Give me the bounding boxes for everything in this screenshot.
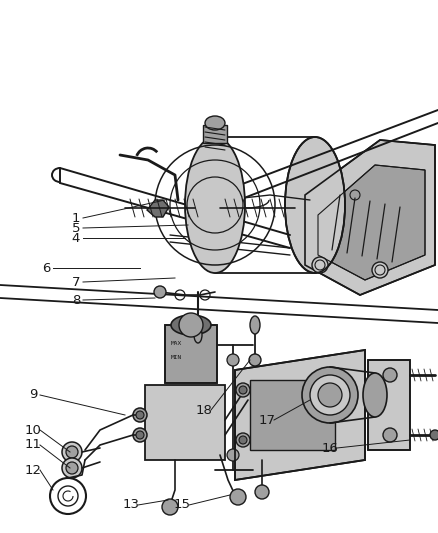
Bar: [165, 325, 217, 383]
Circle shape: [310, 375, 350, 415]
Circle shape: [227, 449, 239, 461]
Text: 4: 4: [72, 231, 80, 245]
Circle shape: [255, 485, 269, 499]
Circle shape: [430, 430, 438, 440]
Polygon shape: [235, 350, 365, 480]
Text: 1: 1: [72, 212, 80, 224]
Circle shape: [66, 462, 78, 474]
Ellipse shape: [205, 116, 225, 130]
Circle shape: [236, 433, 250, 447]
Circle shape: [62, 458, 82, 478]
Polygon shape: [318, 165, 425, 280]
Text: 8: 8: [72, 294, 80, 306]
Ellipse shape: [363, 373, 387, 417]
Bar: [165, 325, 217, 383]
Bar: [368, 360, 410, 450]
Bar: [250, 380, 335, 450]
Text: 11: 11: [25, 439, 42, 451]
Circle shape: [249, 354, 261, 366]
Text: 13: 13: [123, 498, 139, 512]
Text: MIN: MIN: [171, 355, 182, 360]
Text: 16: 16: [321, 441, 339, 455]
Polygon shape: [305, 140, 435, 295]
Ellipse shape: [285, 137, 345, 273]
Text: 17: 17: [258, 414, 276, 426]
Text: 5: 5: [72, 222, 80, 235]
Circle shape: [133, 408, 147, 422]
Text: 9: 9: [29, 389, 37, 401]
Bar: [203, 125, 227, 143]
Circle shape: [179, 313, 203, 337]
Text: 10: 10: [25, 424, 42, 437]
Ellipse shape: [194, 327, 202, 343]
Text: 15: 15: [173, 498, 191, 512]
Circle shape: [302, 367, 358, 423]
Circle shape: [133, 428, 147, 442]
Circle shape: [239, 436, 247, 444]
Circle shape: [236, 383, 250, 397]
Text: 6: 6: [42, 262, 50, 274]
Ellipse shape: [250, 316, 260, 334]
Circle shape: [136, 411, 144, 419]
Circle shape: [383, 368, 397, 382]
Circle shape: [372, 262, 388, 278]
Circle shape: [239, 386, 247, 394]
Circle shape: [318, 383, 342, 407]
Text: 18: 18: [195, 403, 212, 416]
Circle shape: [312, 257, 328, 273]
Circle shape: [62, 442, 82, 462]
Circle shape: [227, 354, 239, 366]
Bar: [368, 360, 410, 450]
Bar: [145, 385, 225, 460]
Polygon shape: [147, 200, 169, 217]
Circle shape: [136, 431, 144, 439]
Ellipse shape: [171, 315, 211, 335]
Text: MAX: MAX: [171, 341, 182, 346]
Circle shape: [230, 489, 246, 505]
Circle shape: [383, 428, 397, 442]
Text: 12: 12: [25, 464, 42, 477]
Circle shape: [162, 499, 178, 515]
Ellipse shape: [185, 137, 245, 273]
Circle shape: [66, 446, 78, 458]
Text: 7: 7: [72, 276, 80, 288]
Circle shape: [154, 286, 166, 298]
